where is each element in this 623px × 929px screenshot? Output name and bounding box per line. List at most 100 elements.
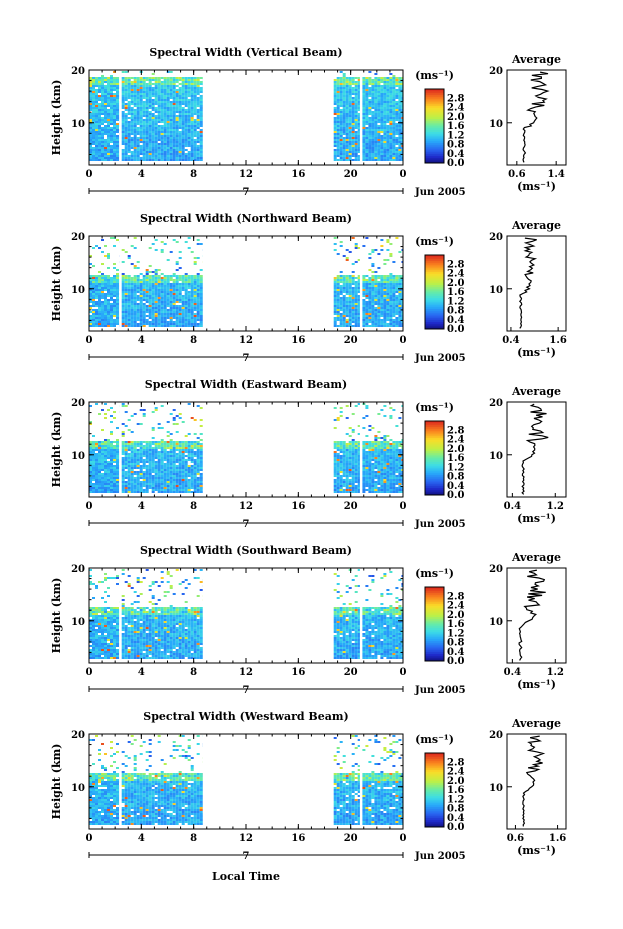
heatmap-cell: [336, 137, 340, 139]
heatmap-cell: [130, 455, 134, 457]
heatmap-cell: [130, 473, 134, 475]
heatmap-cell: [110, 475, 113, 477]
heatmap-cell: [178, 319, 182, 321]
heatmap-cell: [395, 127, 399, 129]
heatmap-cell: [392, 307, 396, 309]
heatmap-cell: [110, 111, 113, 113]
heatmap-cell: [151, 279, 155, 281]
heatmap-cell: [187, 95, 191, 97]
heatmap-cell: [133, 287, 137, 289]
heatmap-cell: [377, 283, 381, 285]
heatmap-cell: [121, 121, 125, 123]
heatmap-cell: [193, 277, 197, 279]
heatmap-cell: [157, 131, 161, 133]
heatmap-cell: [163, 291, 167, 293]
heatmap-cell: [116, 113, 119, 115]
heatmap-cell: [157, 313, 161, 315]
heatmap-cell: [377, 299, 381, 301]
heatmap-cell: [365, 307, 369, 309]
heatmap-cell: [133, 111, 137, 113]
heatmap-cell: [178, 321, 182, 323]
y-axis-label: Height (km): [50, 412, 63, 488]
heatmap-cell: [121, 299, 125, 301]
heatmap-cell: [339, 99, 343, 101]
heatmap-cell: [142, 283, 146, 285]
heatmap-cell: [110, 489, 113, 491]
heatmap-cell: [98, 89, 101, 91]
heatmap-cell: [354, 243, 358, 245]
heatmap-cell: [181, 131, 185, 133]
heatmap-cell: [92, 285, 95, 287]
heatmap-cell: [151, 147, 155, 149]
heatmap-cell: [89, 89, 92, 91]
heatmap-cell: [130, 97, 134, 99]
heatmap-cell: [354, 153, 358, 155]
heatmap-cell: [154, 111, 158, 113]
heatmap-cell: [163, 127, 167, 129]
heatmap-cell: [95, 469, 98, 471]
heatmap-cell: [193, 133, 197, 135]
heatmap-cell: [184, 277, 188, 279]
heatmap-cell: [190, 111, 194, 113]
heatmap-cell: [199, 83, 203, 85]
heatmap-cell: [110, 151, 113, 153]
heatmap-cell: [104, 115, 107, 117]
heatmap-cell: [371, 313, 375, 315]
heatmap-cell: [142, 299, 146, 301]
heatmap-cell: [365, 119, 369, 121]
heatmap-cell: [98, 303, 101, 305]
heatmap-cell: [151, 285, 155, 287]
heatmap-cell: [345, 281, 349, 283]
heatmap-cell: [116, 99, 119, 101]
heatmap-cell: [124, 91, 128, 93]
heatmap-cell: [110, 487, 113, 489]
heatmap-cell: [160, 95, 164, 97]
heatmap-cell: [398, 155, 402, 157]
heatmap-cell: [98, 123, 101, 125]
heatmap-cell: [196, 111, 200, 113]
heatmap-cell: [199, 87, 203, 89]
heatmap-cell: [145, 149, 149, 151]
heatmap-cell: [362, 127, 366, 129]
heatmap-cell: [398, 111, 402, 113]
heatmap-cell: [107, 471, 110, 473]
heatmap-cell: [148, 301, 152, 303]
colorbar-unit: (ms⁻¹): [415, 235, 454, 248]
heatmap-cell: [374, 77, 378, 79]
heatmap-cell: [199, 315, 203, 317]
heatmap-cell: [342, 153, 346, 155]
heatmap-cell: [398, 95, 402, 97]
heatmap-cell: [392, 279, 396, 281]
heatmap-cell: [354, 135, 358, 137]
heatmap-cell: [163, 311, 167, 313]
heatmap-cell: [139, 123, 143, 125]
heatmap-cell: [374, 315, 378, 317]
heatmap-cell: [196, 297, 200, 299]
heatmap-cell: [389, 77, 393, 79]
heatmap-cell: [104, 453, 107, 455]
heatmap-cell: [348, 305, 352, 307]
heatmap-cell: [383, 137, 387, 139]
heatmap-cell: [392, 145, 396, 147]
heatmap-cell: [348, 109, 352, 111]
heatmap-cell: [130, 453, 134, 455]
heatmap-cell: [365, 147, 369, 149]
heatmap-cell: [187, 285, 191, 287]
heatmap-cell: [199, 157, 203, 159]
heatmap-cell: [130, 299, 134, 301]
heatmap-cell: [190, 133, 194, 135]
heatmap-cell: [98, 459, 101, 461]
heatmap-cell: [357, 159, 360, 161]
heatmap-cell: [101, 469, 104, 471]
heatmap-cell: [133, 119, 137, 121]
heatmap-cell: [110, 469, 113, 471]
heatmap-cell: [145, 115, 149, 117]
heatmap-cell: [380, 325, 384, 327]
heatmap-cell: [169, 303, 173, 305]
heatmap-cell: [178, 109, 182, 111]
heatmap-cell: [139, 283, 143, 285]
heatmap-cell: [348, 135, 352, 137]
panel-title: Spectral Width (Northward Beam): [140, 212, 352, 225]
heatmap-cell: [339, 313, 343, 315]
heatmap-cell: [187, 301, 191, 303]
